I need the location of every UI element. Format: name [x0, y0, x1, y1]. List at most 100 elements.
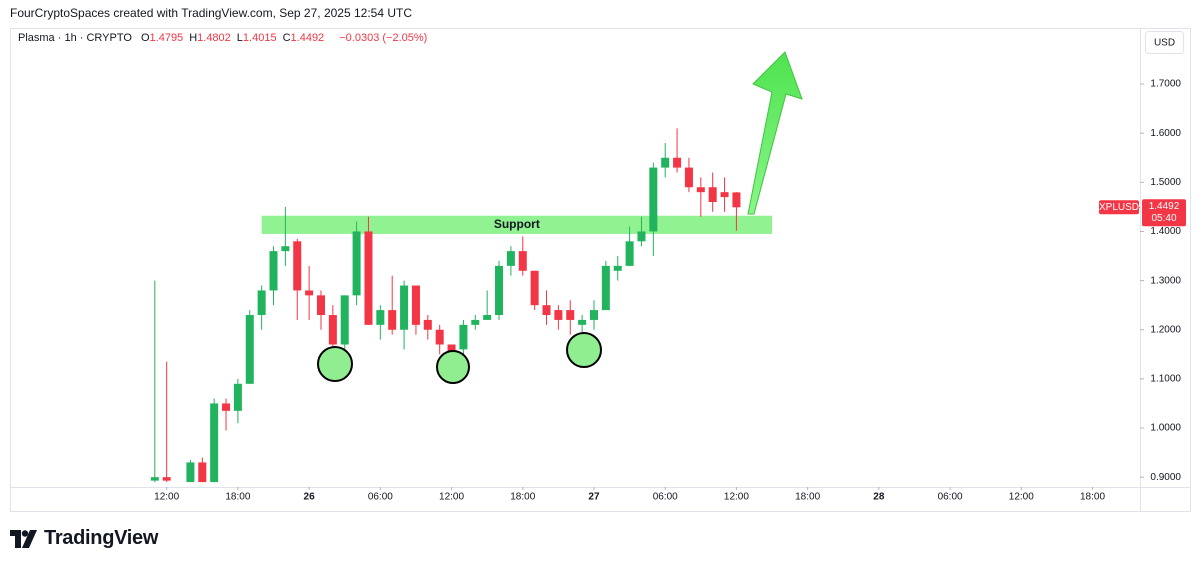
ohlc-item: H1.4802: [189, 32, 231, 44]
candle: [589, 300, 598, 330]
candle-body: [400, 285, 409, 330]
x-tick-label: 12:00: [439, 492, 464, 503]
candle-body: [542, 305, 551, 316]
ohlc-item: L1.4015: [237, 32, 277, 44]
legend: Plasma · 1h · CRYPTO O1.4795 H1.4802 L1.40…: [18, 32, 427, 44]
candle-body: [222, 403, 231, 411]
ohlc-key: C: [282, 32, 291, 44]
currency-box[interactable]: [1145, 31, 1184, 54]
y-tick-label: 0.9000: [1150, 472, 1181, 483]
candle-body: [340, 295, 349, 345]
candle-body: [364, 231, 373, 325]
symbol: Plasma · 1h · CRYPTO: [18, 32, 132, 44]
candle-body: [150, 477, 159, 481]
candle-body: [601, 265, 610, 311]
ohlc-key: O: [140, 32, 150, 44]
candle-body: [411, 285, 420, 325]
candle-body: [566, 310, 575, 320]
candle: [542, 290, 551, 325]
candle-body: [162, 477, 171, 481]
ohlc: O1.4795 H1.4802 L1.4015 C1.4492: [141, 32, 330, 44]
candle: [293, 238, 302, 320]
candle-body: [245, 315, 254, 384]
candle: [316, 290, 325, 330]
x-tick-label: 06:00: [938, 492, 963, 503]
y-tick-label: 1.5000: [1150, 177, 1181, 188]
candle-body: [281, 246, 290, 252]
candle: [198, 457, 207, 483]
candle: [495, 260, 504, 320]
chart: USD 0.9000 1.0000 1.1000 1.2000 1.3000 1.4000…: [10, 28, 1191, 512]
ohlc-key: H: [189, 32, 198, 44]
ohlc-value: 1.4795: [149, 32, 184, 44]
x-tick-label: 06:00: [368, 492, 393, 503]
candle: [233, 378, 242, 424]
logo: TradingView: [10, 527, 158, 550]
price-tag-value: 1.4492: [1149, 201, 1180, 212]
price-tag: [1142, 199, 1186, 227]
ohlc-value: 1.4802: [197, 32, 231, 44]
candle: [459, 319, 468, 355]
bottom-circle: [436, 350, 470, 384]
candle-body: [435, 329, 444, 345]
candle-body: [483, 315, 492, 320]
candle: [411, 285, 420, 335]
candle: [269, 246, 278, 306]
candle-body: [506, 251, 515, 266]
ohlc-item: O1.4795: [141, 32, 183, 44]
bottom-circle: [317, 346, 353, 382]
candle: [696, 177, 705, 217]
candle-body: [388, 310, 397, 330]
x-tick-label: 18:00: [510, 492, 535, 503]
ohlc-item: C1.4492: [283, 32, 325, 44]
candle: [661, 143, 670, 178]
candle: [222, 398, 231, 431]
y-tick-label: 1.7000: [1150, 79, 1181, 90]
candle-body: [684, 167, 693, 188]
candle: [518, 236, 527, 276]
candle-body: [316, 295, 325, 316]
candle-body: [293, 241, 302, 291]
candle: [471, 315, 480, 330]
candle: [400, 280, 409, 350]
candle-body: [210, 403, 219, 483]
symbol-tag: [1099, 200, 1139, 215]
y-tick-label: 1.0000: [1150, 423, 1181, 434]
candle: [613, 256, 622, 281]
x-tick-label: 18:00: [1080, 492, 1105, 503]
candle: [245, 310, 254, 384]
currency[interactable]: USD: [1154, 38, 1175, 49]
candle-body: [613, 265, 622, 271]
y-tick-label: 1.4000: [1150, 226, 1181, 237]
candle-body: [518, 251, 527, 271]
candle-body: [352, 231, 361, 296]
candle-body: [530, 270, 539, 306]
ohlc-value: 1.4015: [242, 32, 277, 44]
breakout-arrow: [747, 51, 803, 215]
candle: [601, 260, 610, 311]
candle-body: [696, 187, 705, 193]
candle: [364, 216, 373, 325]
candle-body: [720, 192, 729, 198]
candle-body: [589, 310, 598, 320]
candle-body: [198, 462, 207, 483]
candle-body: [186, 462, 195, 483]
candle: [684, 157, 693, 193]
plot: [150, 128, 773, 483]
candle: [376, 305, 385, 340]
candle: [732, 192, 741, 231]
y-tick-label: 1.2000: [1150, 324, 1181, 335]
y-tick-label: 1.3000: [1150, 275, 1181, 286]
candle-body: [471, 319, 480, 325]
candle: [673, 128, 682, 173]
candle-body: [495, 265, 504, 316]
x-tick-label: 12:00: [154, 492, 179, 503]
x-tick-label: 18:00: [795, 492, 820, 503]
ohlc-value: 1.4492: [290, 32, 325, 44]
x-tick-label: 06:00: [653, 492, 678, 503]
x-tick-label: 12:00: [724, 492, 749, 503]
candle-body: [649, 167, 658, 232]
candle-body: [269, 251, 278, 291]
candle: [625, 226, 634, 266]
